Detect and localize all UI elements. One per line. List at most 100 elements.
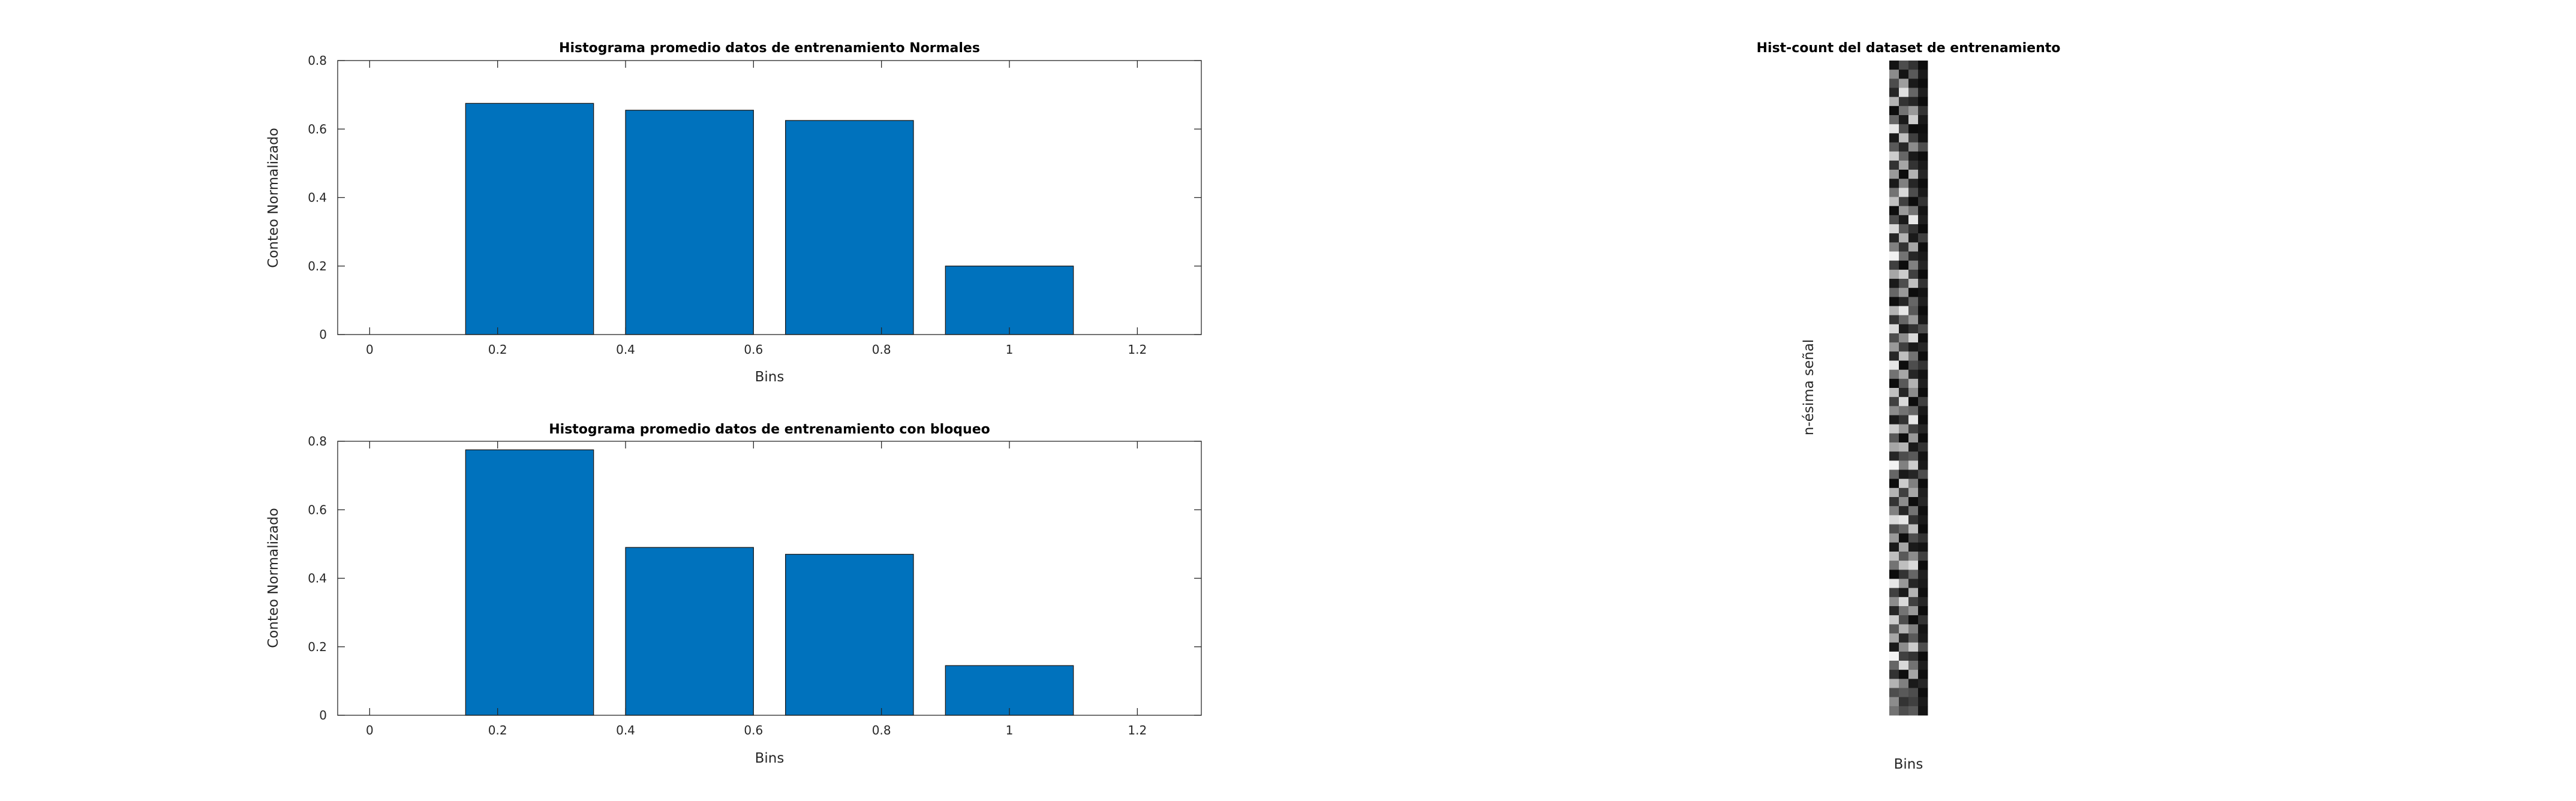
heatmap-cell xyxy=(1908,697,1919,707)
y-tick-label: 0.6 xyxy=(308,502,327,517)
heatmap-cell xyxy=(1889,97,1899,107)
heatmap-cell xyxy=(1889,306,1899,316)
histogram-normales-bars xyxy=(465,103,1074,335)
heatmap-cell xyxy=(1899,497,1909,507)
x-tick-label: 1 xyxy=(1006,342,1014,357)
heatmap-cell xyxy=(1918,61,1928,70)
heatmap-cell xyxy=(1889,506,1899,516)
heatmap-cell xyxy=(1899,433,1909,443)
heatmap-cell xyxy=(1889,688,1899,698)
heatmap-cell xyxy=(1908,61,1919,70)
heatmap-cell xyxy=(1899,297,1909,306)
y-tick-label: 0.2 xyxy=(308,259,327,273)
heatmap-cell xyxy=(1908,624,1919,634)
heatmap-cell xyxy=(1918,324,1928,334)
heatmap-cell xyxy=(1908,197,1919,207)
heatmap-cell xyxy=(1899,315,1909,325)
heatmap-cell xyxy=(1918,478,1928,489)
heatmap-cell xyxy=(1918,233,1928,243)
x-tick-label: 0 xyxy=(366,723,374,737)
heatmap-cell xyxy=(1908,233,1919,243)
heatmap-cell xyxy=(1889,324,1899,334)
heatmap-cell xyxy=(1918,306,1928,316)
heatmap-cell xyxy=(1899,233,1909,243)
heatmap-cell xyxy=(1918,151,1928,161)
heatmap-cell xyxy=(1889,670,1899,679)
heatmap-cell xyxy=(1918,579,1928,589)
x-tick-label: 0.6 xyxy=(744,342,763,357)
heatmap-cell xyxy=(1918,115,1928,125)
heatmap-cell xyxy=(1918,497,1928,507)
heatmap-cell xyxy=(1908,306,1919,316)
heatmap-cell xyxy=(1908,142,1919,152)
heatmap-cell xyxy=(1908,215,1919,225)
heatmap-cell xyxy=(1899,588,1909,598)
heatmap-cell xyxy=(1908,524,1919,534)
heatmap-cell xyxy=(1899,597,1909,607)
heatmap-cell xyxy=(1889,624,1899,634)
heatmap-cell xyxy=(1918,279,1928,288)
heatmap-cell xyxy=(1908,561,1919,570)
bar-3 xyxy=(785,553,914,716)
heatmap-cell xyxy=(1899,579,1909,589)
heatmap-cell xyxy=(1899,179,1909,188)
heatmap-cell xyxy=(1889,215,1899,225)
heatmap-cell xyxy=(1889,606,1899,616)
heatmap-cell xyxy=(1918,124,1928,134)
x-tick-label: 1.2 xyxy=(1128,723,1147,737)
heatmap-cell xyxy=(1899,542,1909,552)
heatmap-cell xyxy=(1899,469,1909,480)
heatmap-cell xyxy=(1908,552,1919,561)
heatmap-cell xyxy=(1908,533,1919,543)
x-tick-label: 0.2 xyxy=(488,342,507,357)
histogram-normales-ticks: 0 0.2 0.4 0.6 0.8 1 1.2 0 0.2 0.4 0.6 0.8 xyxy=(308,53,1201,357)
heatmap-cell xyxy=(1899,170,1909,179)
heatmap-cell xyxy=(1889,478,1899,489)
heatmap-cell xyxy=(1908,324,1919,334)
heatmap-cell xyxy=(1908,97,1919,107)
heatmap-cell xyxy=(1918,433,1928,443)
histogram-bloqueo-frame xyxy=(337,441,1202,716)
histcount-heatmap-ylabel: n-ésima señal xyxy=(1801,339,1817,435)
heatmap-cell xyxy=(1889,442,1899,452)
heatmap-cell xyxy=(1908,478,1919,489)
heatmap-cell xyxy=(1889,260,1899,270)
heatmap-cell xyxy=(1918,688,1928,698)
y-tick-label: 0.4 xyxy=(308,571,327,586)
heatmap-cell xyxy=(1908,251,1919,261)
heatmap-cell xyxy=(1908,288,1919,297)
heatmap-cell xyxy=(1918,206,1928,216)
heatmap-cell xyxy=(1889,552,1899,561)
heatmap-cell xyxy=(1889,451,1899,461)
x-tick-label: 1.2 xyxy=(1128,342,1147,357)
heatmap-cell xyxy=(1918,297,1928,306)
heatmap-cell xyxy=(1899,378,1909,389)
heatmap-cell xyxy=(1908,615,1919,625)
heatmap-cell xyxy=(1908,679,1919,688)
heatmap-cell xyxy=(1889,424,1899,434)
heatmap-cell xyxy=(1918,570,1928,579)
heatmap-cell xyxy=(1899,506,1909,516)
heatmap-cell xyxy=(1899,61,1909,70)
heatmap-cell xyxy=(1918,288,1928,297)
heatmap-cell xyxy=(1899,624,1909,634)
heatmap-cell xyxy=(1899,251,1909,261)
heatmap-cell xyxy=(1899,224,1909,234)
heatmap-cell xyxy=(1908,606,1919,616)
heatmap-cell xyxy=(1908,242,1919,252)
heatmap-cell xyxy=(1908,260,1919,270)
heatmap-cell xyxy=(1918,106,1928,116)
heatmap-cell xyxy=(1918,515,1928,525)
heatmap-cell xyxy=(1908,397,1919,406)
y-tick-label: 0.6 xyxy=(308,122,327,136)
heatmap-cell xyxy=(1889,242,1899,252)
heatmap-cell xyxy=(1908,433,1919,443)
heatmap-cell xyxy=(1889,679,1899,688)
heatmap-cell xyxy=(1889,697,1899,707)
heatmap-cell xyxy=(1889,279,1899,288)
heatmap-cell xyxy=(1908,515,1919,525)
heatmap-cell xyxy=(1908,79,1919,88)
heatmap-cell xyxy=(1918,533,1928,543)
heatmap-cell xyxy=(1918,315,1928,325)
heatmap-cell xyxy=(1899,206,1909,216)
